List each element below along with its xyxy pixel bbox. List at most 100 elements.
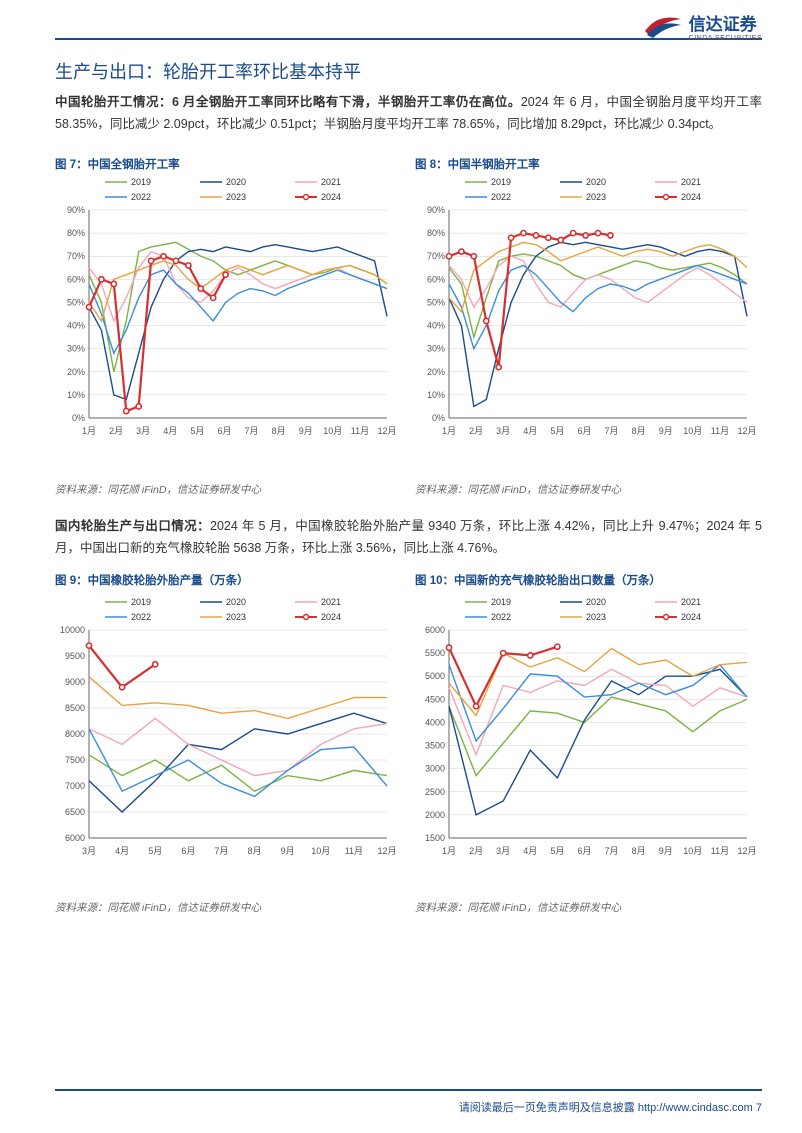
svg-text:2023: 2023 [226,612,246,622]
svg-text:7000: 7000 [65,781,85,791]
figure8-source: 资料来源：同花顺 iFinD，信达证券研发中心 [415,482,621,497]
svg-text:6月: 6月 [217,426,231,436]
chart-8-semi-steel-utilization: 0% 10% 20% 30% 40% 50% 60% 70% 80% 90% 1月 2月 3月 4月 5月 6… [415,170,755,440]
svg-text:2021: 2021 [321,597,341,607]
brand-logo: 信达证券 CINDA SECURITIES [643,10,762,42]
svg-text:2022: 2022 [491,192,511,202]
svg-text:80%: 80% [427,228,445,238]
svg-text:2024: 2024 [321,612,341,622]
svg-text:3月: 3月 [82,846,96,856]
svg-text:10000: 10000 [60,625,85,635]
svg-text:10%: 10% [67,390,85,400]
svg-text:5000: 5000 [425,671,445,681]
svg-text:9月: 9月 [281,846,295,856]
svg-text:6500: 6500 [65,807,85,817]
para2-lead: 国内轮胎生产与出口情况： [55,519,210,533]
svg-text:4月: 4月 [523,426,537,436]
svg-text:11月: 11月 [351,426,369,436]
svg-text:8000: 8000 [65,729,85,739]
svg-text:50%: 50% [427,297,445,307]
svg-text:2月: 2月 [469,846,483,856]
paragraph-tire-utilization: 中国轮胎开工情况：6 月全钢胎开工率同环比略有下滑，半钢胎开工率仍在高位。202… [55,92,762,136]
footer-pre: 请阅读最后一页免责声明及信息披露 [459,1102,638,1114]
svg-text:3月: 3月 [496,426,510,436]
figure9-source: 资料来源：同花顺 iFinD，信达证券研发中心 [55,900,261,915]
logo-cn-text: 信达证券 [689,10,762,35]
svg-text:7月: 7月 [605,426,619,436]
footer-link[interactable]: http://www.cindasc.com [638,1102,753,1114]
svg-text:12月: 12月 [377,846,395,856]
svg-text:2020: 2020 [226,597,246,607]
svg-text:9月: 9月 [659,846,673,856]
footer-page: 7 [753,1102,762,1114]
svg-text:2019: 2019 [131,177,151,187]
svg-text:6月: 6月 [577,426,591,436]
figure7-source: 资料来源：同花顺 iFinD，信达证券研发中心 [55,482,261,497]
svg-text:2021: 2021 [681,597,701,607]
svg-text:7月: 7月 [214,846,228,856]
svg-text:2022: 2022 [491,612,511,622]
svg-text:2024: 2024 [681,192,701,202]
svg-text:90%: 90% [427,205,445,215]
svg-text:2500: 2500 [425,787,445,797]
logo-en-text: CINDA SECURITIES [689,35,762,42]
svg-text:20%: 20% [427,367,445,377]
svg-text:4月: 4月 [163,426,177,436]
svg-text:10月: 10月 [683,846,702,856]
svg-text:2019: 2019 [491,597,511,607]
svg-text:9月: 9月 [659,426,673,436]
footer-rule [55,1089,762,1091]
svg-text:80%: 80% [67,228,85,238]
svg-text:11月: 11月 [345,846,363,856]
svg-text:60%: 60% [427,274,445,284]
svg-text:50%: 50% [67,297,85,307]
svg-text:6月: 6月 [577,846,591,856]
svg-text:10月: 10月 [683,426,702,436]
svg-text:2020: 2020 [226,177,246,187]
svg-text:2020: 2020 [586,177,606,187]
svg-text:12月: 12月 [377,426,395,436]
svg-text:30%: 30% [67,344,85,354]
svg-text:10%: 10% [427,390,445,400]
svg-text:2023: 2023 [586,192,606,202]
svg-text:4月: 4月 [115,846,129,856]
svg-text:30%: 30% [427,344,445,354]
svg-text:7月: 7月 [245,426,259,436]
svg-text:3500: 3500 [425,741,445,751]
svg-text:2000: 2000 [425,810,445,820]
footer-disclaimer: 请阅读最后一页免责声明及信息披露 http://www.cindasc.com … [459,1099,762,1115]
svg-text:4000: 4000 [425,717,445,727]
svg-text:2019: 2019 [491,177,511,187]
svg-text:9月: 9月 [299,426,313,436]
svg-text:3000: 3000 [425,764,445,774]
svg-text:1月: 1月 [442,846,456,856]
para1-lead: 中国轮胎开工情况：6 月全钢胎开工率同环比略有下滑，半钢胎开工率仍在高位。 [55,95,521,109]
svg-text:1500: 1500 [425,833,445,843]
svg-text:5月: 5月 [550,846,564,856]
svg-text:0%: 0% [72,413,85,423]
svg-text:70%: 70% [427,251,445,261]
svg-text:60%: 60% [67,274,85,284]
svg-text:2022: 2022 [131,612,151,622]
svg-text:2019: 2019 [131,597,151,607]
chart-9-tire-production: 60006500700075008000850090009500100003月4… [55,590,395,860]
svg-text:4500: 4500 [425,694,445,704]
paragraph-production-export: 国内轮胎生产与出口情况：2024 年 5 月，中国橡胶轮胎外胎产量 9340 万… [55,516,762,560]
svg-text:8月: 8月 [248,846,262,856]
svg-text:11月: 11月 [711,846,729,856]
svg-text:2024: 2024 [681,612,701,622]
svg-text:12月: 12月 [737,426,755,436]
svg-text:5月: 5月 [550,426,564,436]
svg-text:8月: 8月 [272,426,286,436]
svg-text:9500: 9500 [65,651,85,661]
figure9-label: 图 9：中国橡胶轮胎外胎产量（万条） [55,572,249,588]
svg-text:0%: 0% [432,413,445,423]
svg-text:3月: 3月 [136,426,150,436]
svg-text:40%: 40% [427,321,445,331]
figure10-source: 资料来源：同花顺 iFinD，信达证券研发中心 [415,900,621,915]
svg-text:4月: 4月 [523,846,537,856]
svg-text:2月: 2月 [469,426,483,436]
svg-text:1月: 1月 [442,426,456,436]
svg-text:6月: 6月 [181,846,195,856]
chart-7-all-steel-utilization: 0%10%20%30%40%50%60%70%80%90%1月2月3月4月5月6… [55,170,395,440]
